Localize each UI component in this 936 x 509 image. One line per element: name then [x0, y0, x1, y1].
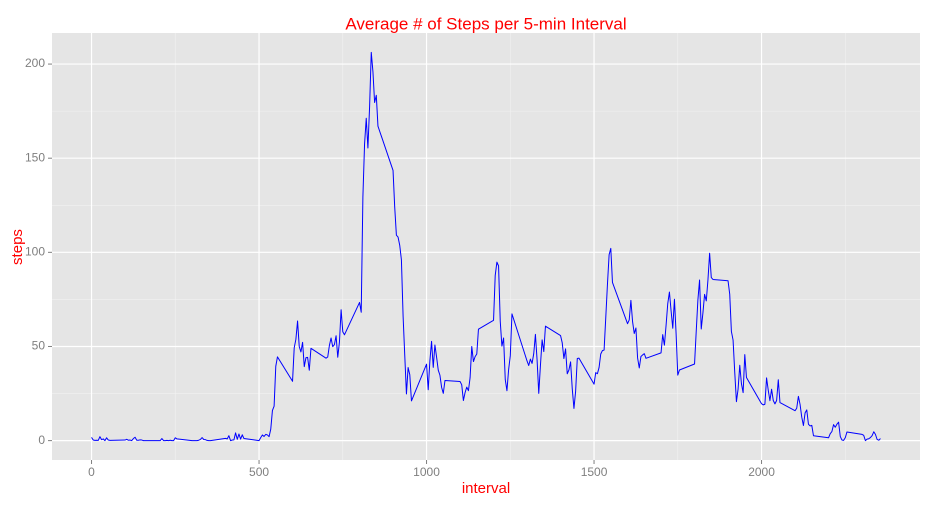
y-tick-label: 0 — [38, 433, 45, 447]
y-tick-label: 200 — [25, 56, 45, 70]
y-axis-label: steps — [9, 229, 26, 265]
x-tick-label: 0 — [88, 465, 95, 479]
grid — [52, 33, 920, 460]
x-tick-label: 500 — [249, 465, 269, 479]
axes: 0 500 1000 1500 2000 0 50 100 150 200 — [25, 56, 775, 479]
chart-title: Average # of Steps per 5-min Interval — [345, 14, 626, 33]
x-tick-label: 1000 — [413, 465, 440, 479]
data-line — [91, 51, 881, 442]
panel-background — [52, 33, 920, 460]
y-tick-label: 150 — [25, 150, 45, 164]
y-tick-label: 100 — [25, 245, 45, 259]
x-axis-label: interval — [462, 480, 510, 497]
y-tick-label: 50 — [32, 339, 46, 353]
plot-marks — [91, 51, 881, 442]
x-tick-label: 1500 — [581, 465, 608, 479]
x-tick-label: 2000 — [748, 465, 775, 479]
